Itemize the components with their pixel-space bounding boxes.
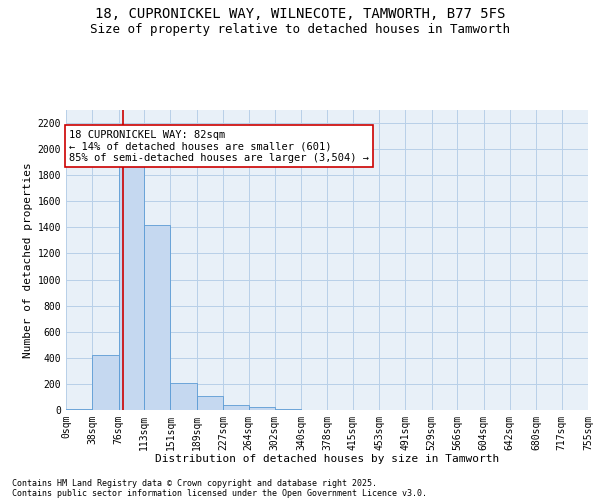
Bar <box>248 408 275 410</box>
Bar <box>197 396 223 410</box>
Bar <box>144 225 170 410</box>
Text: 18 CUPRONICKEL WAY: 82sqm
← 14% of detached houses are smaller (601)
85% of semi: 18 CUPRONICKEL WAY: 82sqm ← 14% of detac… <box>69 130 369 163</box>
Text: Contains public sector information licensed under the Open Government Licence v3: Contains public sector information licen… <box>12 488 427 498</box>
Text: 18, CUPRONICKEL WAY, WILNECOTE, TAMWORTH, B77 5FS: 18, CUPRONICKEL WAY, WILNECOTE, TAMWORTH… <box>95 8 505 22</box>
Bar <box>223 406 248 410</box>
Bar <box>170 382 197 410</box>
Bar <box>119 136 144 410</box>
X-axis label: Distribution of detached houses by size in Tamworth: Distribution of detached houses by size … <box>155 454 499 464</box>
Text: Contains HM Land Registry data © Crown copyright and database right 2025.: Contains HM Land Registry data © Crown c… <box>12 478 377 488</box>
Text: Size of property relative to detached houses in Tamworth: Size of property relative to detached ho… <box>90 22 510 36</box>
Bar <box>92 355 119 410</box>
Y-axis label: Number of detached properties: Number of detached properties <box>23 162 34 358</box>
